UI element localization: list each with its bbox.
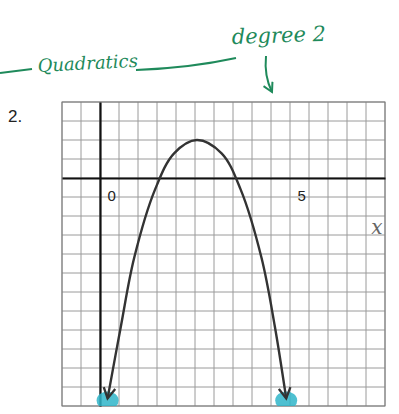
x-tick: 5 bbox=[291, 178, 306, 204]
x-axis-title: x bbox=[371, 215, 382, 239]
grid-line-y bbox=[62, 140, 385, 141]
pen-stroke bbox=[0, 69, 32, 73]
grid-line-y bbox=[62, 121, 385, 122]
grid-line-y bbox=[62, 159, 385, 160]
grid-line-y bbox=[62, 368, 385, 369]
grid-line-y bbox=[62, 178, 385, 179]
plot-frame bbox=[62, 102, 385, 406]
x-axis: 05 bbox=[63, 178, 386, 204]
annotation: Quadratics bbox=[37, 50, 138, 76]
chart: 05x2.Quadraticsdegree 2 bbox=[0, 0, 399, 414]
grid-line-x bbox=[100, 102, 101, 406]
x-tick-label: 0 bbox=[108, 187, 116, 204]
grid-line-y bbox=[62, 349, 385, 350]
pen-stroke bbox=[136, 58, 236, 70]
annotation: 2. bbox=[8, 107, 22, 126]
x-tick-label: 5 bbox=[298, 187, 306, 204]
grid-line-y bbox=[62, 254, 385, 255]
grid-line-y bbox=[62, 311, 385, 312]
grid bbox=[62, 102, 385, 406]
grid-line-y bbox=[62, 292, 385, 293]
grid-line-y bbox=[62, 330, 385, 331]
grid-line-y bbox=[62, 235, 385, 236]
curve bbox=[108, 140, 287, 398]
x-axis-line bbox=[63, 177, 386, 179]
pen-arrow bbox=[266, 56, 272, 92]
plot-area bbox=[97, 140, 298, 406]
annotation: degree 2 bbox=[231, 22, 326, 49]
x-tick: 0 bbox=[101, 178, 116, 204]
grid-line-y bbox=[62, 273, 385, 274]
y-axis-line bbox=[99, 103, 101, 407]
grid-line-y bbox=[62, 216, 385, 217]
y-axis bbox=[100, 103, 102, 407]
